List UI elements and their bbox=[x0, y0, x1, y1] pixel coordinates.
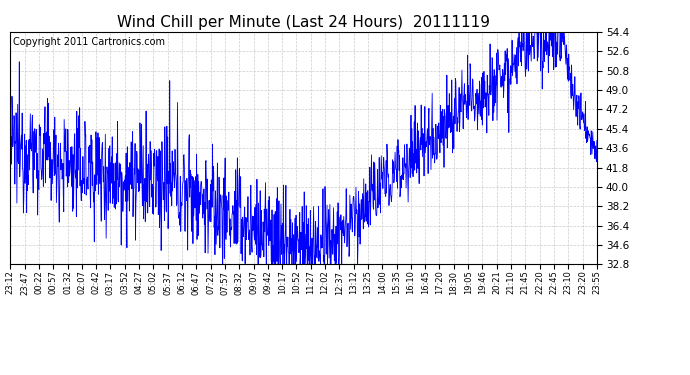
Text: Copyright 2011 Cartronics.com: Copyright 2011 Cartronics.com bbox=[13, 36, 166, 46]
Text: Wind Chill per Minute (Last 24 Hours)  20111119: Wind Chill per Minute (Last 24 Hours) 20… bbox=[117, 15, 490, 30]
